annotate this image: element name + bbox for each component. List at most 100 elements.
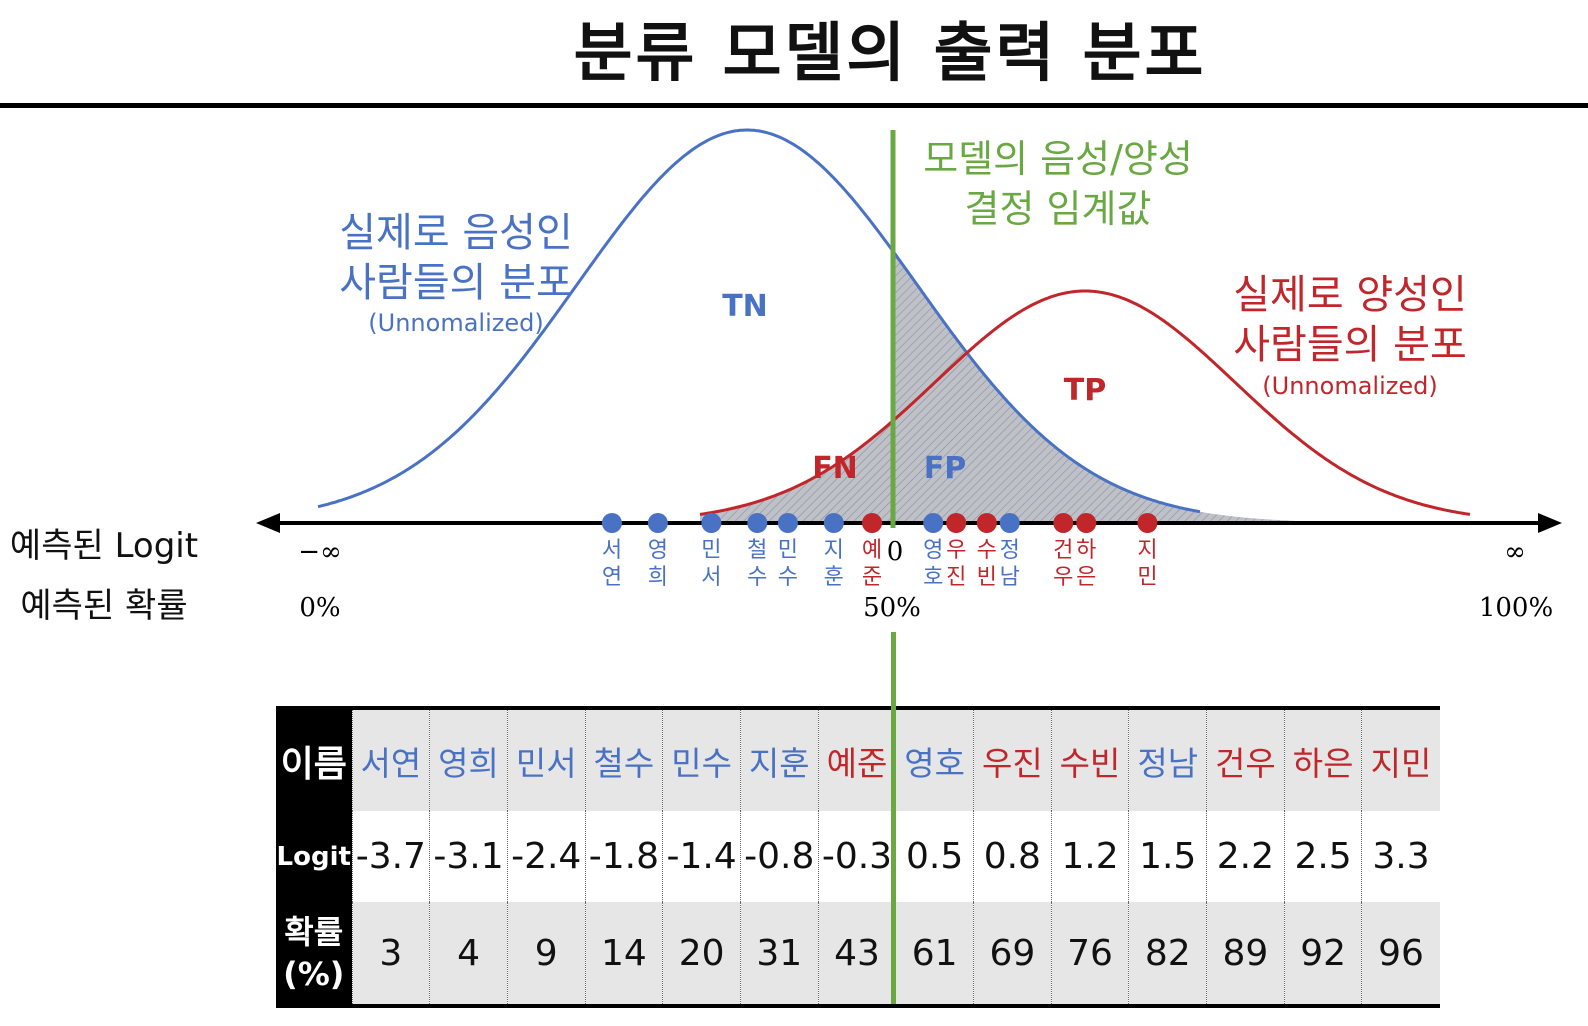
name-row: 이름 서연 영희 민서 철수 민수 지훈 예준 영호 우진 수빈 정남 건우 하은 지민 [276,708,1440,811]
marker-name-char: 정 [1000,538,1020,563]
marker-name-char: 준 [862,565,882,590]
name-cell: 영희 [429,708,508,811]
probability-cell: 43 [817,902,896,1006]
logit-cell: -0.3 [817,811,896,902]
probability-cell: 82 [1128,902,1207,1006]
logit-cell: 1.5 [1128,811,1207,902]
marker-name-char: 은 [1076,565,1096,590]
name-cell: 건우 [1206,708,1285,811]
name-cell: 영호 [895,708,974,811]
marker-name-char: 예 [862,538,882,563]
marker-name-char: 서 [602,538,622,563]
probability-cell: 76 [1050,902,1129,1006]
person-marker [647,513,668,533]
tp-label: TP [1064,373,1106,408]
person-marker [823,513,844,533]
person-marker [1053,513,1074,533]
name-cell: 민서 [506,708,586,811]
predicted-logit-label: 예측된 Logit [10,526,198,566]
probability-cell: 3 [351,902,430,1006]
probability-cell: 89 [1206,902,1285,1006]
negative-dist-label-line2: 사람들의 분포 [339,260,573,306]
logit-row: Logit -3.7 -3.1 -2.4 -1.8 -1.4 -0.8 -0.3 0.5 0.8… [276,811,1440,902]
marker-name-char: 우 [946,538,966,563]
person-marker [923,513,944,533]
fp-label: FP [924,451,966,486]
probability-header-line1: 확률 [284,913,344,951]
false-negative-area [700,419,895,523]
logit-cell: 0.5 [895,811,974,902]
marker-name-char: 민 [778,538,798,563]
marker-name-char: 연 [602,565,622,590]
probability-cell: 69 [973,902,1052,1006]
marker-name-char: 희 [648,565,668,590]
probability-cell: 31 [739,902,819,1006]
logit-cell: -2.4 [506,811,586,902]
probability-header-line2: (%) [283,955,345,993]
probability-cell: 4 [429,902,508,1006]
marker-name-char: 민 [701,538,721,563]
logit-cell: 0.8 [973,811,1052,902]
logit-header: Logit [276,811,352,902]
person-marker [701,513,722,533]
marker-name-char: 훈 [824,565,844,590]
marker-name-char: 수 [778,565,798,590]
probability-cell: 20 [662,902,741,1006]
name-header: 이름 [276,708,352,811]
name-cell: 정남 [1128,708,1207,811]
logit-cell: -3.7 [351,811,430,902]
person-marker [976,513,997,533]
name-cell: 서연 [351,708,430,811]
marker-name-char: 건 [1053,538,1073,563]
prob-100-label: 100% [1479,593,1553,623]
person-marker [999,513,1020,533]
marker-name-char: 지 [1137,538,1157,563]
positive-dist-label-line2: 사람들의 분포 [1233,322,1467,368]
person-marker [862,513,883,533]
marker-name-char: 민 [1137,565,1157,590]
negative-dist-note: (Unnomalized) [368,309,543,337]
negative-dist-label-line1: 실제로 음성인 [339,210,573,256]
probability-cell: 96 [1361,902,1440,1006]
person-marker [946,513,967,533]
axis-right-arrow-icon [1538,513,1562,533]
logit-cell: -1.4 [662,811,741,902]
logit-cell: -0.8 [739,811,819,902]
logit-cell: -1.8 [584,811,663,902]
person-marker [1076,513,1097,533]
marker-name-char: 남 [1000,565,1020,590]
name-cell: 우진 [973,708,1052,811]
marker-name-char: 빈 [977,565,997,590]
negative-distribution-curve [317,128,1201,514]
marker-name-char: 우 [1053,565,1073,590]
person-marker [747,513,768,533]
marker-name-char: 호 [923,565,943,590]
marker-name-char: 수 [977,538,997,563]
fn-label: FN [812,451,858,486]
name-cell: 민수 [662,708,741,811]
marker-name-char: 하 [1076,538,1096,563]
positive-distribution-curve [699,289,1471,516]
prediction-table: 이름 서연 영희 민서 철수 민수 지훈 예준 영호 우진 수빈 정남 건우 하은 지민 Logit -3… [276,706,1440,1008]
name-cell: 하은 [1283,708,1362,811]
positive-dist-label-line1: 실제로 양성인 [1233,272,1467,318]
probability-cell: 9 [506,902,586,1006]
name-cell: 철수 [584,708,663,811]
page-title: 분류 모델의 출력 분포 [573,17,1207,91]
probability-header: 확률 (%) [276,902,352,1006]
false-positive-area [895,253,1295,523]
probability-row: 확률 (%) 3 4 9 14 20 31 43 61 69 76 82 89 92 96 [276,902,1440,1006]
marker-name-char: 철 [747,538,767,563]
name-cell: 지민 [1361,708,1440,811]
marker-name-char: 영 [923,538,943,563]
probability-cell: 92 [1283,902,1362,1006]
name-cell: 수빈 [1050,708,1129,811]
tn-label: TN [722,289,768,324]
threshold-label-line2: 결정 임계값 [965,187,1152,231]
logit-cell: 2.2 [1206,811,1285,902]
marker-name-char: 서 [701,565,721,590]
zero-label: 0 [887,537,904,567]
marker-name-char: 수 [747,565,767,590]
pos-infinity-label: ∞ [1504,537,1526,567]
